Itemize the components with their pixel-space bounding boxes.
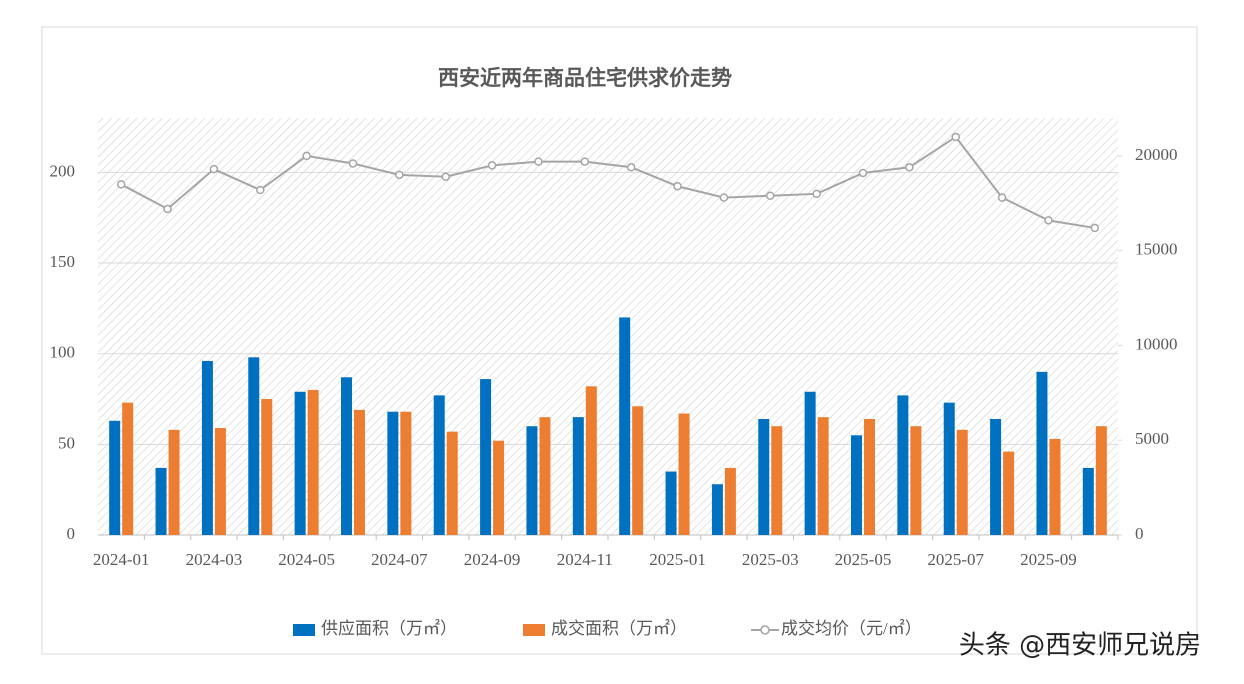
bar	[758, 418, 770, 535]
y-tick-label: 0	[67, 524, 76, 543]
line-point	[951, 132, 960, 142]
bar	[1095, 426, 1107, 535]
x-tick-label: 2024-01	[93, 550, 150, 569]
legend-label: 成交均价（元/㎡）	[781, 619, 922, 638]
bar	[1082, 467, 1094, 535]
bar	[817, 417, 829, 535]
bar	[122, 402, 134, 535]
bar	[585, 386, 597, 535]
line-point	[1044, 216, 1053, 225]
bar	[1036, 371, 1048, 535]
y-tick-label: 200	[50, 161, 76, 180]
bar	[400, 411, 412, 535]
line-point	[997, 193, 1007, 202]
bar	[261, 399, 273, 535]
bar	[354, 409, 365, 535]
x-tick-label: 2025-07	[927, 550, 984, 569]
line-point	[673, 181, 682, 191]
y2-tick-label: 15000	[1135, 240, 1178, 259]
line-point	[858, 168, 868, 178]
bar	[665, 471, 677, 535]
line-point	[812, 189, 821, 199]
line-point	[163, 204, 172, 214]
line-point	[766, 191, 775, 200]
bar	[294, 391, 306, 535]
bar	[307, 389, 319, 535]
bar	[619, 317, 631, 535]
bar	[155, 467, 167, 535]
bar	[990, 418, 1002, 535]
line-point	[534, 157, 543, 166]
x-tick-label: 2025-03	[742, 550, 799, 569]
bar	[526, 426, 538, 535]
legend-label: 成交面积（万㎡）	[551, 619, 687, 638]
bar	[1049, 438, 1061, 535]
line-point	[256, 185, 265, 195]
legend-swatch	[760, 625, 770, 635]
chart-title: 西安近两年商品住宅供求价走势	[438, 66, 732, 90]
x-tick-label: 2025-09	[1020, 550, 1077, 569]
bar	[539, 417, 551, 535]
bar	[678, 413, 690, 535]
y2-tick-label: 10000	[1135, 334, 1178, 353]
line	[120, 135, 1095, 229]
line-point	[905, 163, 914, 172]
bar	[493, 440, 505, 535]
x-tick-label: 2024-09	[464, 550, 521, 569]
bar	[446, 431, 458, 535]
y-tick-label: 100	[50, 343, 76, 362]
y-tick-label: 150	[50, 252, 76, 271]
bar	[864, 418, 875, 535]
bar	[632, 406, 644, 535]
line-point	[209, 164, 219, 174]
line-point	[580, 157, 590, 166]
legend-label: 供应面积（万㎡）	[321, 619, 457, 638]
bar	[572, 417, 584, 535]
bar	[804, 391, 816, 535]
bar	[109, 420, 121, 535]
bar	[480, 379, 492, 535]
bar	[168, 429, 180, 535]
line-point	[1090, 223, 1100, 233]
bar	[433, 395, 445, 535]
y2-tick-label: 0	[1135, 524, 1144, 543]
x-tick-label: 2025-05	[835, 550, 892, 569]
bar	[201, 360, 213, 535]
bar	[711, 484, 723, 535]
bar	[1003, 451, 1015, 535]
bar	[943, 402, 955, 535]
bar	[897, 395, 909, 535]
bar	[387, 411, 399, 535]
bar	[341, 377, 352, 535]
x-tick-label: 2024-05	[278, 550, 335, 569]
bar	[851, 435, 862, 535]
line-point	[302, 151, 311, 161]
line-point	[348, 159, 358, 168]
bar	[248, 357, 260, 535]
line-point	[626, 163, 636, 172]
bar	[214, 428, 226, 535]
line-point	[719, 193, 729, 202]
line-point	[116, 180, 126, 189]
bar	[956, 429, 968, 535]
x-tick-label: 2024-11	[557, 550, 613, 569]
line-point	[441, 172, 450, 182]
y-tick-label: 50	[58, 433, 75, 452]
legend-swatch	[523, 624, 545, 636]
line-point	[395, 170, 404, 180]
line-point	[487, 161, 497, 170]
x-tick-label: 2025-01	[649, 550, 706, 569]
y2-tick-label: 20000	[1135, 145, 1178, 164]
x-tick-label: 2024-03	[186, 550, 243, 569]
watermark: 头条 @西安师兄说房	[959, 631, 1201, 661]
bar	[910, 426, 922, 535]
y2-tick-label: 5000	[1135, 429, 1169, 448]
x-tick-label: 2024-07	[371, 550, 428, 569]
bar	[771, 426, 783, 535]
bar	[724, 467, 736, 535]
legend-swatch	[293, 624, 315, 636]
